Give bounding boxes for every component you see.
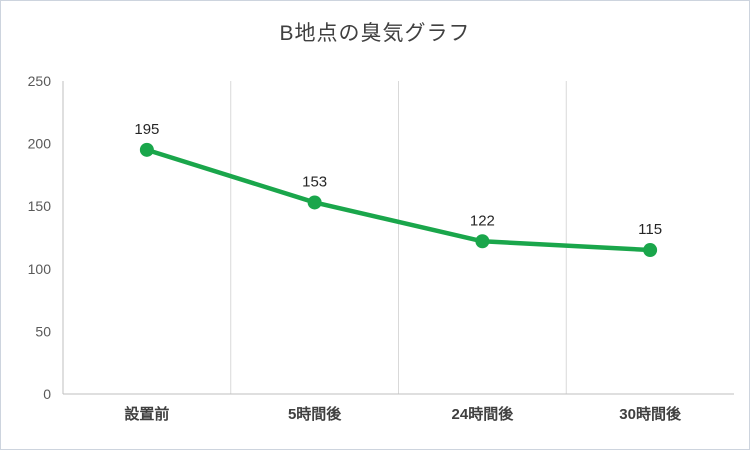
x-tick-label: 設置前 [124, 405, 169, 423]
y-tick-label: 150 [28, 198, 52, 214]
chart-title: B地点の臭気グラフ [279, 22, 471, 45]
y-tick-label: 100 [28, 261, 52, 277]
data-label: 153 [302, 173, 327, 190]
data-label: 195 [134, 121, 159, 138]
data-point-marker [643, 243, 658, 258]
data-point-marker [307, 195, 322, 210]
x-tick-label: 5時間後 [288, 405, 342, 423]
data-label: 122 [470, 212, 495, 229]
series-line [144, 147, 653, 253]
x-tick-label: 24時間後 [452, 405, 515, 423]
data-point-marker [139, 142, 154, 157]
y-tick-label: 0 [43, 386, 51, 402]
y-tick-label: 250 [28, 73, 52, 89]
data-label: 115 [638, 221, 662, 238]
data-point-marker [475, 234, 490, 249]
y-tick-label: 50 [35, 323, 51, 339]
x-tick-label: 30時間後 [619, 405, 682, 423]
y-tick-label: 200 [28, 136, 52, 152]
